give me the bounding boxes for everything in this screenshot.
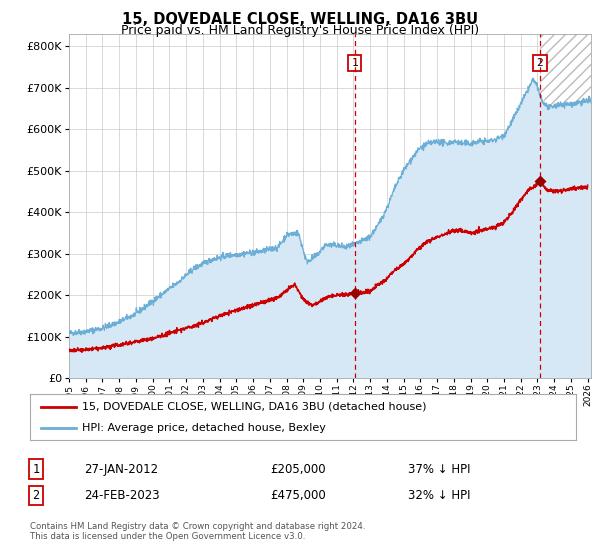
Text: 1: 1 xyxy=(32,463,40,476)
Text: £475,000: £475,000 xyxy=(270,489,326,502)
Text: 32% ↓ HPI: 32% ↓ HPI xyxy=(408,489,470,502)
Text: 24-FEB-2023: 24-FEB-2023 xyxy=(84,489,160,502)
Bar xyxy=(540,34,591,378)
Bar xyxy=(540,34,591,378)
Text: Contains HM Land Registry data © Crown copyright and database right 2024.
This d: Contains HM Land Registry data © Crown c… xyxy=(30,522,365,542)
Text: 37% ↓ HPI: 37% ↓ HPI xyxy=(408,463,470,476)
Text: 27-JAN-2012: 27-JAN-2012 xyxy=(84,463,158,476)
Text: HPI: Average price, detached house, Bexley: HPI: Average price, detached house, Bexl… xyxy=(82,423,326,433)
Text: £205,000: £205,000 xyxy=(270,463,326,476)
Text: 15, DOVEDALE CLOSE, WELLING, DA16 3BU (detached house): 15, DOVEDALE CLOSE, WELLING, DA16 3BU (d… xyxy=(82,402,427,412)
Text: 1: 1 xyxy=(351,58,358,68)
Text: Price paid vs. HM Land Registry's House Price Index (HPI): Price paid vs. HM Land Registry's House … xyxy=(121,24,479,37)
Text: 2: 2 xyxy=(32,489,40,502)
Text: 2: 2 xyxy=(536,58,543,68)
Text: 15, DOVEDALE CLOSE, WELLING, DA16 3BU: 15, DOVEDALE CLOSE, WELLING, DA16 3BU xyxy=(122,12,478,27)
